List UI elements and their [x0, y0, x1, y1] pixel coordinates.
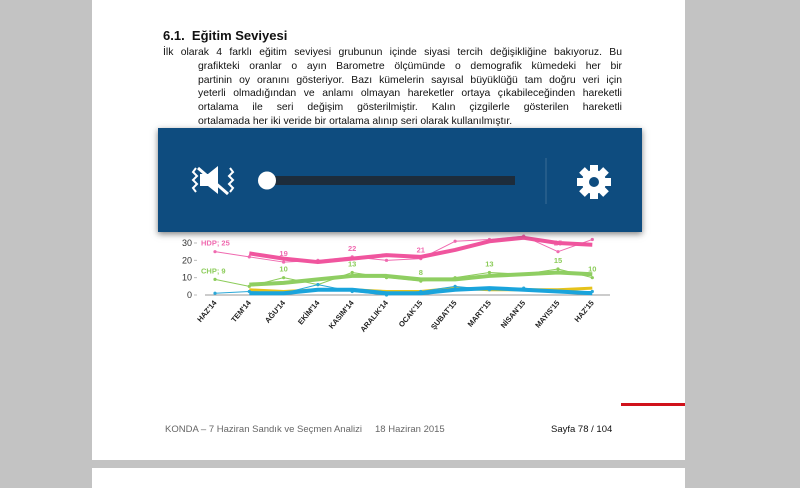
point: [487, 270, 491, 275]
red-rule: [621, 403, 685, 406]
x-tick-label: NİSAN'15: [499, 299, 527, 330]
volume-overlay: [158, 128, 642, 232]
y-tick-label: 20: [182, 255, 192, 265]
x-tick-label: EKİM'14: [296, 298, 322, 327]
value-label: 13: [348, 259, 356, 268]
x-tick-label: OCAK'15: [397, 299, 425, 329]
point: [316, 283, 320, 287]
paragraph-line: İlk olarak 4 farklı eğitim seviyesi grub…: [163, 47, 622, 58]
x-tick-label: ARALIK'14: [358, 298, 390, 334]
settings-button[interactable]: [570, 158, 618, 206]
y-tick-label: 0: [187, 290, 192, 300]
x-tick-label: MART'15: [466, 299, 493, 329]
volume-controls: [191, 158, 618, 206]
footer-date: 18 Haziran 2015: [375, 424, 445, 435]
series-line: [249, 235, 593, 265]
volume-knob[interactable]: [258, 171, 276, 190]
point: [590, 237, 594, 242]
x-tick-label: KASIM'14: [327, 298, 356, 331]
x-tick-label: ŞUBAT'15: [429, 299, 459, 332]
x-tick-label: HAZ'15: [573, 299, 596, 324]
value-label: CHP; 9: [201, 266, 226, 275]
paragraph-line: yeterli olmadığından ve anlamı olmayan h…: [198, 88, 622, 100]
point: [453, 239, 457, 243]
mute-button[interactable]: [191, 166, 235, 196]
point: [350, 270, 354, 275]
value-label: 13: [485, 259, 493, 268]
point: [384, 258, 389, 262]
heading: 6.1. Eğitim Seviyesi: [163, 28, 287, 43]
value-label: 21: [417, 246, 425, 255]
point: [556, 250, 560, 254]
paragraph-line: ortalama ile seri değişim gösterilmiştir…: [198, 102, 622, 114]
heading-number: 6.1.: [163, 28, 185, 43]
value-label: 22: [348, 244, 356, 253]
paragraph-line: ortalamada her iki veride bir ortalama a…: [198, 116, 513, 127]
series-line: [249, 270, 593, 287]
point: [590, 276, 594, 280]
value-label: 15: [554, 256, 562, 265]
point: [453, 284, 457, 288]
value-label: HDP; 25: [201, 239, 230, 248]
point: [282, 260, 286, 264]
x-tick-label: MAYIS'15: [533, 299, 561, 330]
value-label: 10: [588, 265, 596, 274]
value-label: 8: [419, 268, 423, 277]
point: [282, 276, 286, 280]
series-line: [249, 286, 593, 296]
y-tick-label: 30: [182, 238, 192, 248]
x-tick-label: TEM'14: [229, 298, 253, 324]
paragraph-line: partinin oy oranını gösteriyor. Bazı küm…: [198, 74, 622, 86]
point: [556, 267, 560, 271]
footer-left: KONDA – 7 Haziran Sandık ve Seçmen Anali…: [165, 424, 362, 435]
footer-page: Sayfa 78 / 104: [551, 424, 613, 435]
x-tick-label: HAZ'14: [195, 298, 219, 324]
x-tick-label: AĞU'14: [263, 298, 288, 325]
y-tick-label: 10: [182, 273, 192, 283]
point: [213, 250, 217, 254]
volume-track[interactable]: [267, 176, 515, 185]
point: [213, 277, 217, 281]
point: [213, 291, 217, 295]
paragraph-line: grafikteki oranlar o ayın Barometre ölçü…: [198, 60, 622, 72]
heading-text: Eğitim Seviyesi: [191, 28, 288, 43]
value-label: 19: [279, 249, 287, 258]
value-label: 10: [279, 265, 287, 274]
point: [247, 255, 251, 259]
